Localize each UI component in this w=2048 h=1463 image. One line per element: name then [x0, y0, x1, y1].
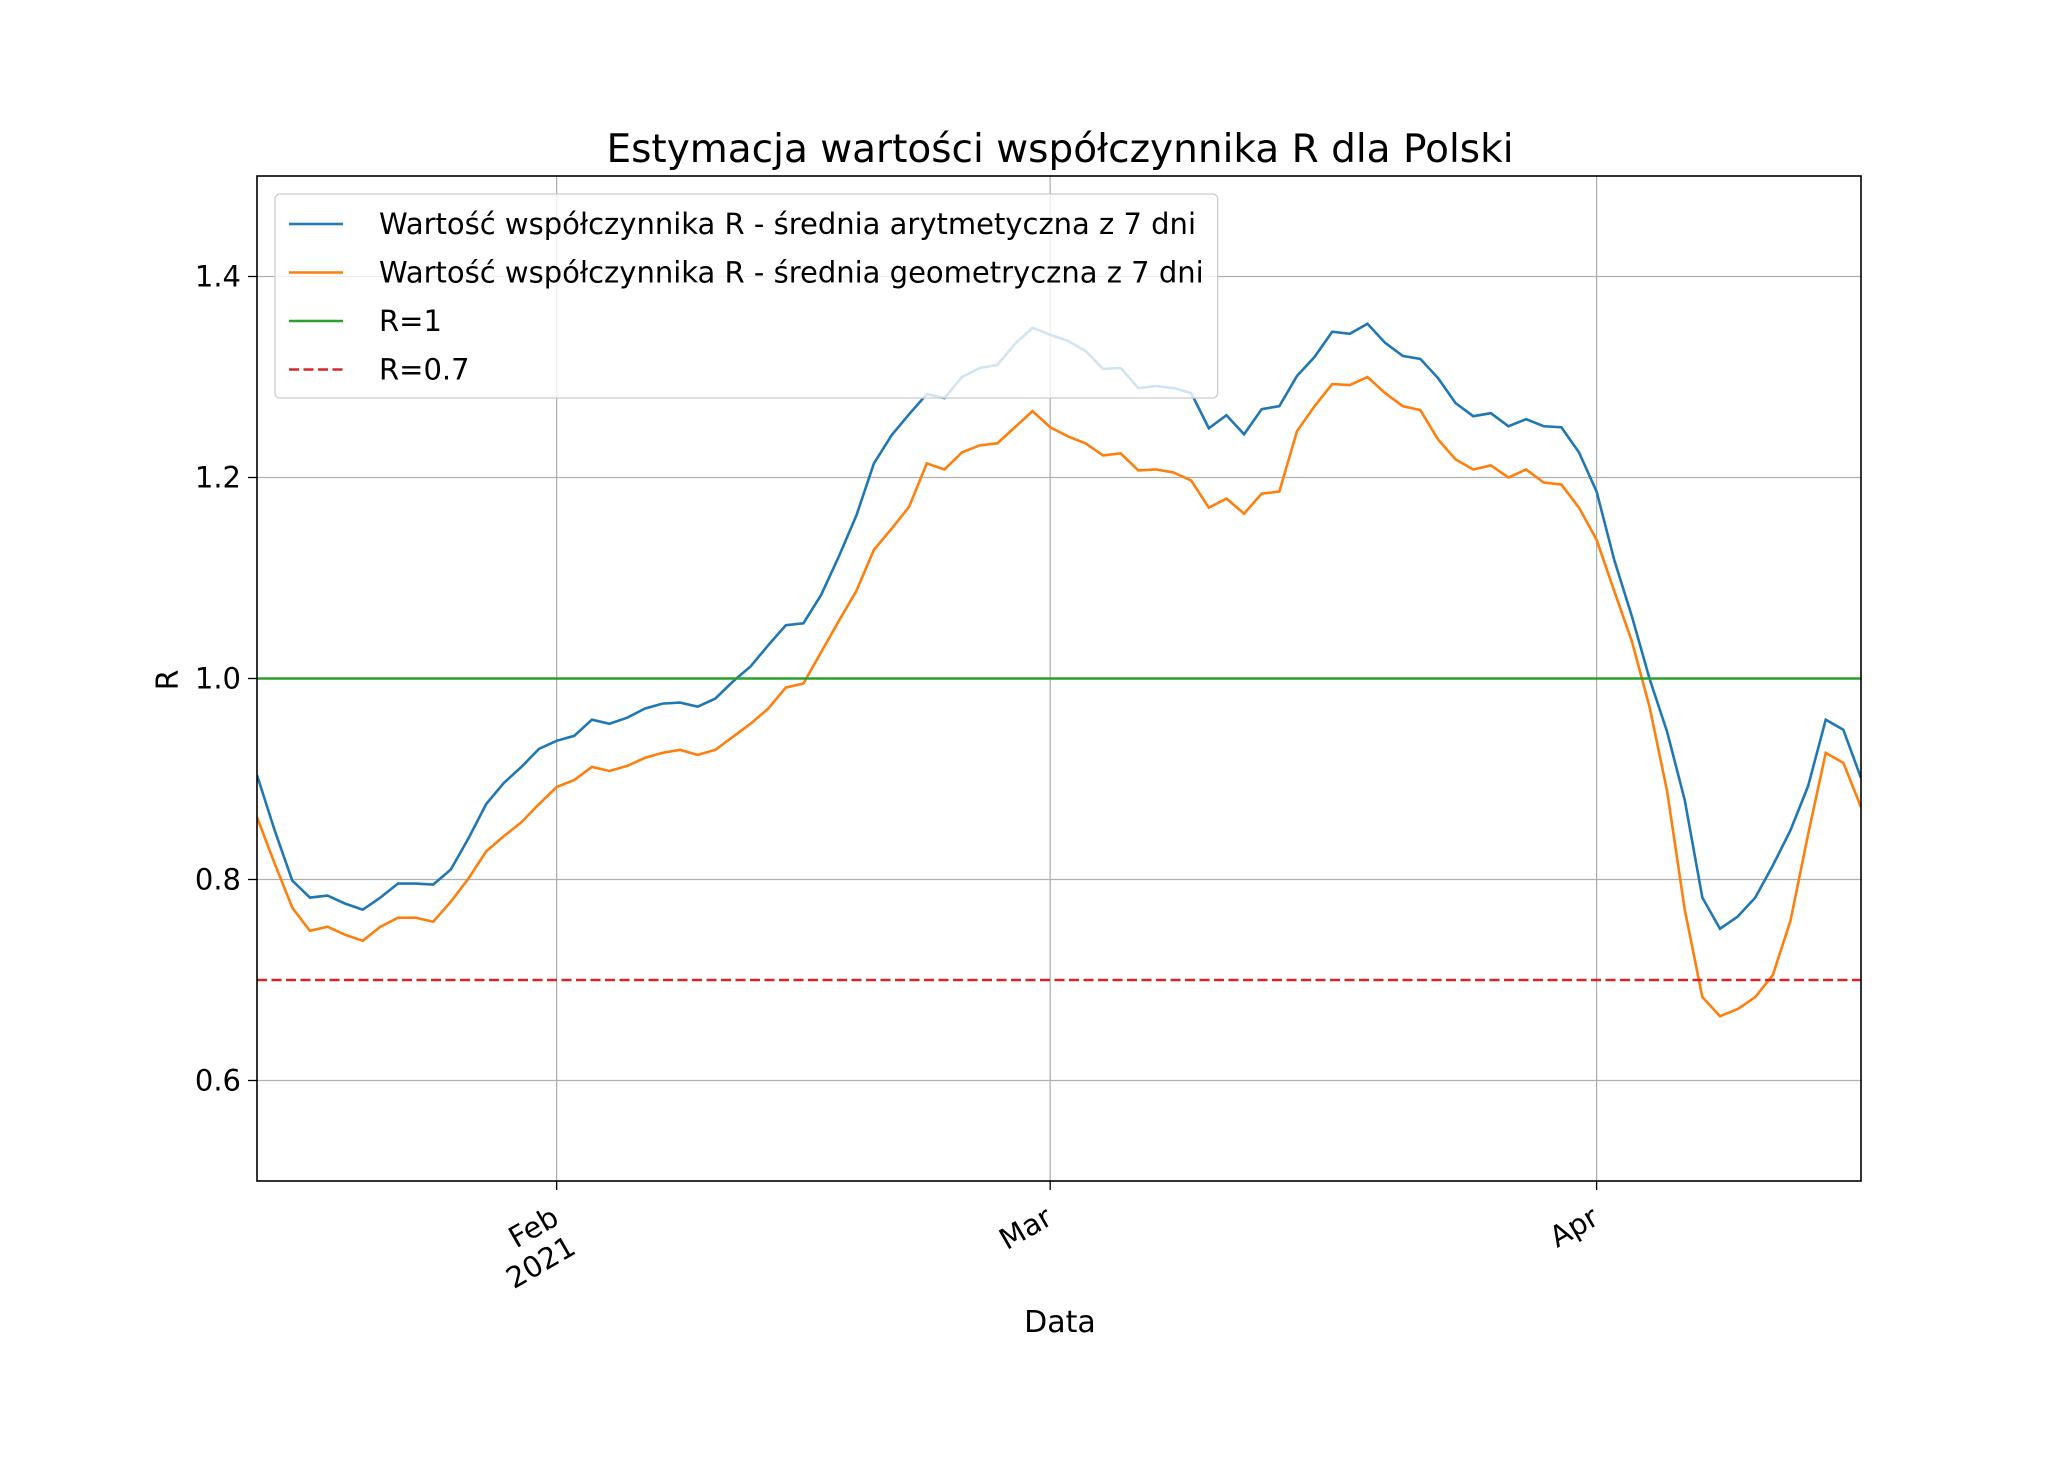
y-axis-label: R: [151, 670, 186, 691]
legend-label: Wartość współczynnika R - średnia arytme…: [379, 207, 1196, 241]
legend-label: R=0.7: [379, 353, 470, 387]
y-tick-label: 1.2: [195, 461, 241, 495]
chart-title: Estymacja wartości współczynnika R dla P…: [606, 127, 1513, 172]
plot-frame: [256, 175, 1862, 1182]
legend-label: R=1: [379, 304, 442, 338]
legend-label: Wartość współczynnika R - średnia geomet…: [379, 256, 1204, 290]
x-axis-label: Data: [1024, 1305, 1096, 1340]
y-tick-label: 0.8: [195, 863, 241, 897]
legend-box: [274, 193, 1219, 399]
series-line: [257, 375, 1861, 1018]
y-tick-label: 0.6: [195, 1064, 241, 1098]
y-tick-label: 1.4: [195, 260, 241, 294]
y-tick-label: 1.0: [195, 662, 241, 696]
